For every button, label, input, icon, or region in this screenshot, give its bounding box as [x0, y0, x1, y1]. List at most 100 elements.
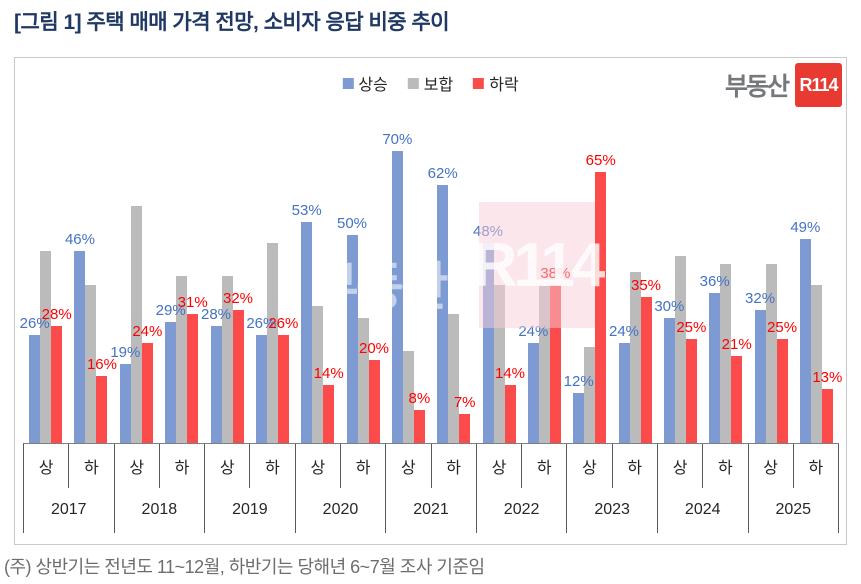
axis-year-label-2020: 2020	[322, 501, 359, 519]
bar-label-fall-2021-h1: 8%	[408, 389, 431, 407]
bar-fall-2025-h1	[776, 338, 788, 443]
axis-half-label-2025-h1: 상	[749, 444, 794, 488]
bar-rise-2018-h1	[119, 363, 131, 443]
axis-half-label-2019-h1: 상	[205, 444, 251, 488]
year-group-2022: 48% 14% 24% 38%	[473, 58, 571, 443]
axis-half-label-2022-h1: 상	[477, 444, 523, 488]
bar-flat-2017-h1	[40, 251, 52, 443]
bar-fall-2019-h2	[277, 334, 289, 443]
bar-flat-2023-h1	[584, 347, 596, 443]
bar-group-2019-h1: 28% 32%	[201, 58, 253, 443]
bar-label-fall-2017-h2: 16%	[86, 356, 117, 374]
bar-rise-2022-h2	[527, 343, 539, 443]
bar-rise-2019-h2	[255, 334, 267, 443]
brand-logo-badge: R114	[795, 63, 842, 107]
bar-flat-2021-h2	[448, 313, 460, 443]
brand-logo: 부동산 R114	[725, 63, 842, 107]
bar-group-2018-h1: 19% 24%	[110, 58, 162, 443]
bar-label-fall-2023-h2: 35%	[631, 277, 662, 295]
bar-fall-2021-h2	[459, 413, 471, 443]
bar-label-rise-2021-h2: 62%	[427, 164, 458, 182]
legend-item-fall: 하락	[473, 71, 519, 95]
bar-flat-2024-h2	[720, 263, 732, 443]
bar-label-rise-2018-h2: 29%	[155, 302, 186, 320]
axis-year-label-2017: 2017	[50, 501, 87, 519]
bar-label-fall-2022-h2: 38%	[540, 264, 571, 282]
bar-rise-2024-h1	[663, 318, 675, 443]
legend-label-fall: 하락	[489, 77, 519, 94]
bar-group-2017-h1: 26% 28%	[20, 58, 72, 443]
bar-flat-2024-h1	[674, 255, 686, 443]
bar-label-fall-2017-h1: 28%	[41, 306, 72, 324]
bar-fall-2020-h2	[368, 359, 380, 443]
bar-label-rise-2022-h1: 48%	[473, 223, 504, 240]
axis-half-label-2017-h2: 하	[84, 459, 99, 477]
bar-flat-2025-h1	[765, 263, 777, 443]
bar-label-fall-2023-h1: 65%	[585, 152, 616, 170]
bar-fall-2025-h2	[821, 388, 833, 443]
axis-year-label-2025: 2025	[775, 501, 812, 519]
bar-rise-2019-h1	[210, 326, 222, 443]
bar-label-fall-2022-h1: 14%	[495, 364, 526, 382]
bar-flat-2020-h2	[357, 318, 369, 443]
axis-year-col-2019: 상 하 2019	[205, 444, 296, 533]
axis-year-label-2018: 2018	[141, 501, 178, 519]
legend-item-flat: 보합	[407, 71, 453, 95]
axis-year-col-2018: 상 하 2018	[115, 444, 206, 533]
bar-fall-2022-h1	[504, 384, 516, 443]
bar-rise-2023-h2	[618, 343, 630, 443]
legend-swatch-rise	[342, 77, 354, 89]
axis-half-label-2021-h2: 하	[446, 459, 462, 477]
bar-group-2019-h2: 26% 26%	[246, 58, 299, 443]
bar-label-fall-2020-h2: 20%	[358, 339, 390, 357]
legend-swatch-fall	[473, 77, 485, 89]
bar-label-rise-2022-h2: 24%	[518, 323, 549, 340]
bar-fall-2023-h1	[595, 172, 607, 443]
bar-label-rise-2017-h2: 46%	[64, 231, 95, 249]
bar-flat-2019-h2	[266, 243, 278, 443]
bar-label-fall-2019-h1: 32%	[222, 289, 254, 307]
bar-rise-2017-h2	[74, 251, 86, 443]
bar-rise-2022-h1	[482, 243, 494, 443]
bar-flat-2019-h1	[221, 276, 233, 443]
bar-flat-2023-h2	[629, 272, 641, 443]
bar-rise-2018-h2	[165, 322, 177, 443]
bar-label-fall-2021-h2: 7%	[453, 393, 476, 411]
axis-half-label-2023-h1: 상	[567, 444, 613, 488]
bar-label-rise-2023-h2: 24%	[609, 323, 640, 340]
bar-group-2023-h1: 12% 65%	[563, 58, 616, 443]
bar-fall-2022-h2	[549, 284, 561, 443]
bar-label-rise-2020-h1: 53%	[291, 202, 322, 220]
bar-group-2020-h2: 50% 20%	[337, 58, 389, 443]
legend-swatch-flat	[407, 77, 419, 89]
bar-flat-2022-h2	[538, 284, 550, 443]
bar-group-2017-h2: 46% 16%	[64, 58, 117, 443]
bar-group-2023-h2: 24% 35%	[609, 58, 661, 443]
year-group-2017: 26% 28% 46% 16%	[20, 58, 117, 443]
bar-fall-2019-h1	[232, 309, 244, 443]
bar-group-2025-h2: 49% 13%	[790, 58, 842, 443]
axis-half-label-2019-h2: 하	[265, 459, 280, 477]
axis-half-label-2021-h1: 상	[386, 444, 432, 488]
bar-label-fall-2019-h2: 26%	[268, 314, 299, 332]
axis-half-label-2020-h2: 하	[355, 459, 371, 477]
bar-fall-2021-h1	[413, 409, 425, 443]
bar-rise-2025-h1	[754, 309, 766, 443]
bar-rise-2021-h1	[391, 151, 403, 443]
year-group-2021: 70% 8% 62% 7%	[382, 58, 477, 443]
bar-group-2025-h1: 32% 25%	[745, 58, 797, 443]
year-group-2020: 53% 14% 50% 20%	[291, 58, 389, 443]
bar-label-rise-2018-h1: 19%	[110, 343, 141, 361]
bar-rise-2023-h1	[573, 393, 585, 443]
bar-label-rise-2023-h1: 12%	[563, 373, 594, 390]
bar-label-fall-2025-h1: 25%	[767, 318, 798, 336]
bar-label-rise-2019-h2: 26%	[246, 314, 277, 332]
bar-flat-2025-h2	[810, 284, 822, 443]
